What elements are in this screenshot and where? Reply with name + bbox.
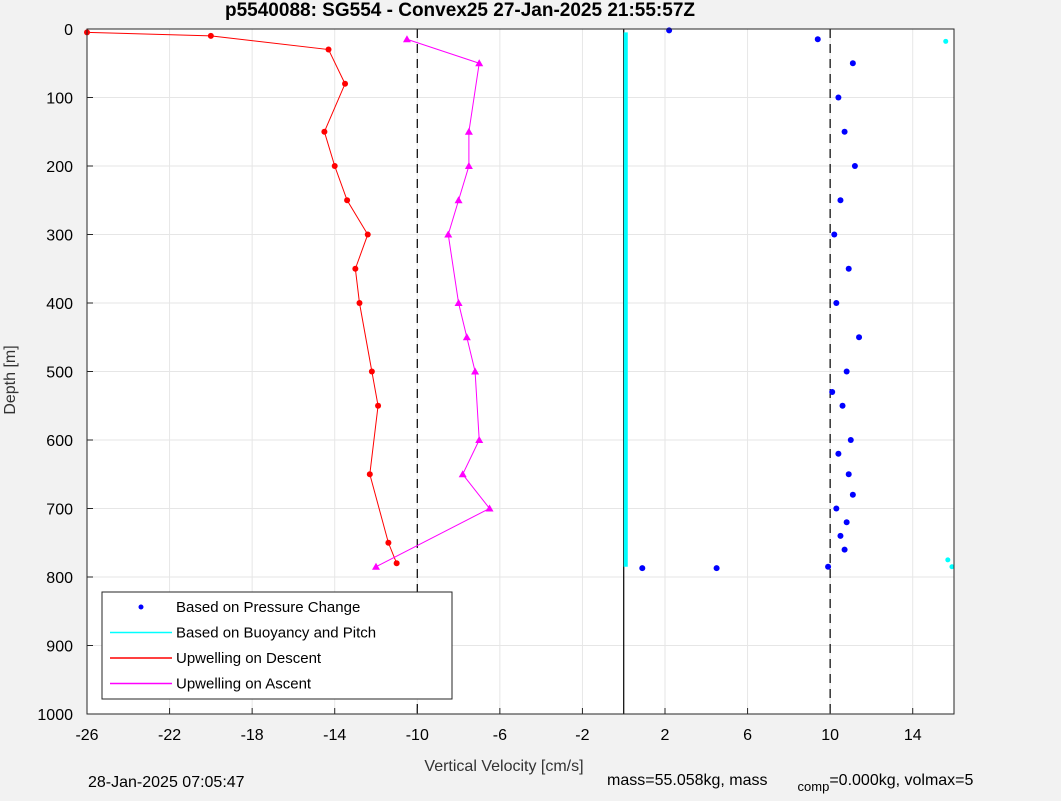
series-based-on-buoyancy-and-pitch (623, 32, 955, 570)
data-point (352, 265, 359, 272)
x-tick-label: -2 (575, 727, 589, 744)
y-tick-label: 900 (46, 639, 73, 656)
data-point (825, 563, 832, 570)
data-point (849, 60, 856, 67)
data-point (475, 436, 484, 443)
data-point (462, 333, 471, 341)
data-point (845, 265, 852, 272)
data-point (856, 334, 863, 341)
data-point (364, 231, 371, 238)
x-tick-label: -18 (241, 727, 264, 744)
data-point (949, 564, 955, 570)
x-tick-label: -26 (75, 727, 98, 744)
legend-label: Upwelling on Ascent (176, 676, 312, 693)
legend-label: Upwelling on Descent (176, 650, 322, 667)
y-tick-label: 300 (46, 228, 73, 245)
data-point (325, 46, 332, 53)
y-tick-label: 100 (46, 91, 73, 108)
data-point (845, 471, 852, 478)
data-point (843, 519, 850, 526)
data-point (843, 368, 850, 375)
chart-title: p5540088: SG554 - Convex25 27-Jan-2025 2… (225, 0, 695, 21)
data-point (943, 38, 949, 44)
data-point (835, 94, 842, 101)
data-point (385, 539, 392, 546)
data-point (829, 389, 836, 396)
footer-timestamp: 28-Jan-2025 07:05:47 (88, 774, 245, 791)
y-tick-label: 200 (46, 159, 73, 176)
data-point (851, 163, 858, 169)
mass-text: mass=55.058kg, mass (607, 772, 768, 789)
data-point (368, 368, 375, 375)
legend: Based on Pressure Change Based on Buoyanc… (101, 591, 453, 700)
tick-labels: -26 -22 -18 -14 -10 -6 -2 2 6 10 14010020030040050… (37, 22, 921, 744)
data-point (475, 59, 484, 67)
data-point (372, 562, 380, 570)
data-point (945, 557, 951, 563)
data-point (837, 197, 844, 204)
x-tick-label: 10 (821, 727, 839, 744)
data-point (847, 437, 854, 443)
series-upwelling-on-descent (84, 29, 400, 567)
comp-subscript: comp (797, 779, 830, 794)
data-point (342, 80, 349, 87)
x-axis-label: Vertical Velocity [cm/s] (424, 758, 583, 775)
y-tick-label: 400 (46, 296, 73, 313)
data-point (375, 402, 382, 409)
data-point (331, 163, 338, 169)
y-tick-label: 500 (46, 365, 73, 382)
data-point (814, 36, 821, 43)
legend-label: Based on Buoyancy and Pitch (176, 625, 376, 642)
comp-rest: =0.000kg, volmax=5 (829, 772, 974, 789)
series-layer (84, 27, 955, 572)
data-point (402, 35, 411, 43)
data-point (833, 300, 840, 306)
data-point (839, 402, 846, 409)
data-point (458, 470, 467, 478)
data-point (464, 162, 473, 169)
x-tick-label: -10 (406, 727, 429, 744)
data-point (666, 27, 673, 34)
data-point (444, 230, 453, 238)
x-tick-label: -6 (493, 727, 507, 744)
data-point (639, 565, 646, 572)
legend-box (101, 591, 453, 700)
y-tick-label: 700 (46, 502, 73, 519)
y-axis-label: Depth [m] (2, 345, 19, 414)
data-point (464, 127, 473, 135)
legend-label: Based on Pressure Change (176, 599, 360, 616)
series-based-on-pressure-change (639, 27, 863, 572)
data-point (471, 367, 480, 375)
data-point (344, 197, 351, 204)
data-point (831, 231, 838, 238)
y-tick-label: 600 (46, 433, 73, 450)
x-tick-label: 2 (661, 727, 670, 744)
data-point (833, 505, 840, 512)
y-tick-label: 0 (64, 22, 73, 39)
data-point (837, 532, 844, 539)
data-point (454, 196, 463, 204)
data-point (366, 471, 373, 478)
y-tick-label: 1000 (37, 707, 73, 724)
x-tick-label: -14 (323, 727, 346, 744)
data-point (321, 128, 328, 135)
data-point (841, 546, 848, 553)
series-upwelling-on-ascent (372, 35, 494, 570)
y-tick-label: 800 (46, 570, 73, 587)
data-point (841, 128, 848, 135)
x-tick-label: -22 (158, 727, 181, 744)
data-point (713, 565, 720, 572)
data-point (485, 504, 494, 512)
data-point (835, 450, 842, 457)
data-point (356, 300, 363, 306)
footer-mass-info: mass=55.058kg, mass comp=0.000kg, volmax=… (607, 772, 974, 794)
x-tick-label: 6 (743, 727, 752, 744)
data-point (207, 32, 214, 39)
data-point (849, 491, 856, 498)
x-tick-label: 14 (904, 727, 922, 744)
legend-swatch (138, 604, 144, 610)
data-point (454, 299, 463, 306)
data-point (393, 560, 400, 567)
